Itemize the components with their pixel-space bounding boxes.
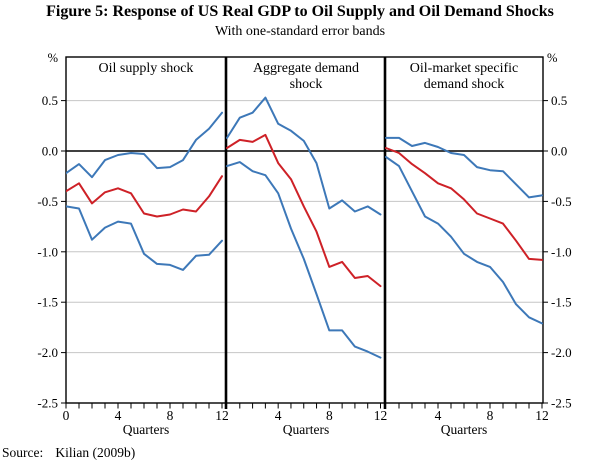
x-tick-label: 4	[115, 408, 122, 423]
x-tick-label: 12	[374, 408, 388, 423]
panel-title-oil-market-demand-shock: Oil-market specific demand shock	[409, 61, 519, 92]
figure-title: Figure 5: Response of US Real GDP to Oil…	[46, 3, 554, 20]
error-band-line	[226, 161, 382, 359]
error-band-line	[226, 96, 382, 216]
x-tick-label: 8	[167, 408, 174, 423]
y-tick-label-left: 0.5	[42, 93, 58, 108]
y-tick-label-left: -2.0	[37, 345, 58, 360]
y-tick-label-left: -0.5	[37, 194, 58, 209]
x-tick-label: 0	[63, 408, 70, 423]
error-band-line	[385, 156, 543, 325]
x-tick-label: 12	[215, 408, 229, 423]
x-tick-label: 4	[275, 408, 282, 423]
y-tick-label-right: 0.0	[551, 144, 567, 159]
plot-border	[65, 56, 544, 404]
response-line	[226, 133, 382, 288]
y-tick-label-right: 0.5	[551, 93, 567, 108]
panel-title-oil-supply-shock: Oil supply shock	[98, 61, 194, 76]
y-tick-label-left: -1.5	[37, 295, 58, 310]
y-tick-label-right: -2.0	[551, 345, 572, 360]
figure-subtitle: With one-standard error bands	[214, 24, 386, 39]
y-tick-label-right: -2.5	[551, 396, 572, 411]
y-tick-label-right: -0.5	[551, 194, 572, 209]
response-line	[385, 147, 543, 261]
x-axis-label-panel-1: Quarters	[122, 422, 170, 437]
x-tick-label: 8	[326, 408, 333, 423]
y-axis-unit-right: %	[547, 51, 558, 65]
source-line: Source: Kilian (2009b)	[2, 445, 135, 461]
y-tick-label-left: -2.5	[37, 396, 58, 411]
x-tick-label: 8	[487, 408, 494, 423]
error-band-line	[66, 205, 223, 271]
y-tick-label-left: 0.0	[42, 144, 58, 159]
error-band-line	[66, 111, 223, 179]
panel-title-aggregate-demand-shock: Aggregate demand shock	[252, 61, 360, 92]
source-label: Source:	[2, 445, 44, 460]
y-axis-unit-left: %	[47, 51, 58, 65]
y-tick-label-right: -1.0	[551, 244, 572, 259]
source-value: Kilian (2009b)	[55, 445, 136, 460]
error-band-line	[385, 136, 543, 199]
response-line	[66, 175, 223, 218]
x-axis-label-panel-3: Quarters	[440, 422, 488, 437]
x-tick-label: 4	[435, 408, 442, 423]
x-tick-label: 12	[535, 408, 549, 423]
y-tick-label-right: -1.5	[551, 295, 572, 310]
y-tick-label-left: -1.0	[37, 244, 58, 259]
x-axis-label-panel-2: Quarters	[282, 422, 330, 437]
